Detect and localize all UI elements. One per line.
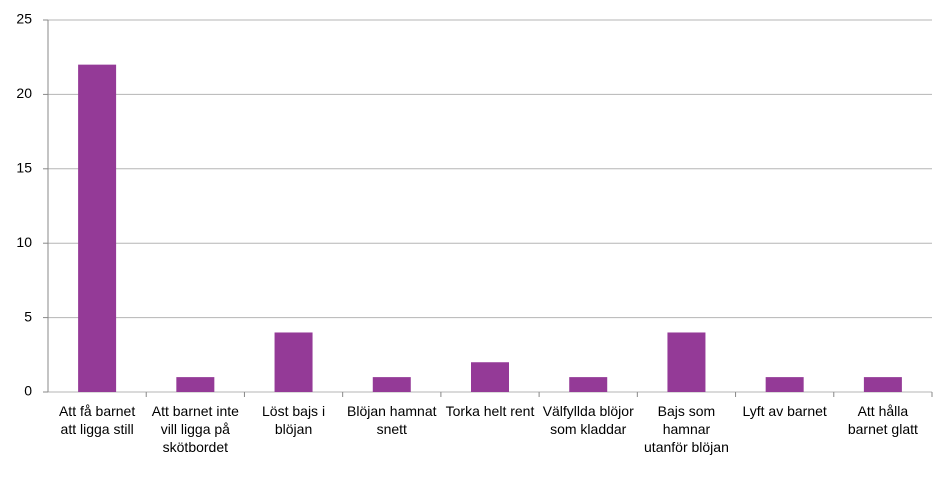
bar <box>471 362 509 392</box>
bar <box>863 377 902 392</box>
x-tick-label: Att hålla barnet glatt <box>847 403 918 437</box>
x-tick-label: Välfyllda blöjor som kladdar <box>542 403 634 437</box>
bar <box>274 332 313 392</box>
x-tick-label: Blöjan hamnat snett <box>347 403 437 437</box>
y-tick-label: 20 <box>16 85 32 101</box>
y-tick-label: 5 <box>24 308 32 324</box>
bar <box>569 377 608 392</box>
x-tick-label: Att barnet inte vill ligga på skötbordet <box>151 403 239 455</box>
bar <box>176 377 215 392</box>
y-tick-label: 15 <box>16 160 32 176</box>
bar <box>667 332 706 392</box>
bar <box>78 64 117 392</box>
bar <box>372 377 411 392</box>
y-tick-label: 25 <box>16 11 32 27</box>
y-tick-label: 10 <box>16 234 32 250</box>
x-tick-label: Att få barnet att ligga still <box>58 403 136 437</box>
x-tick-label: Bajs som hamnar utanför blöjan <box>644 403 729 455</box>
bar <box>765 377 804 392</box>
x-tick-label: Torka helt rent <box>445 403 535 419</box>
x-tick-label: Lyft av barnet <box>742 403 827 419</box>
y-tick-label: 0 <box>24 383 32 399</box>
x-tick-label: Löst bajs i blöjan <box>262 403 326 437</box>
